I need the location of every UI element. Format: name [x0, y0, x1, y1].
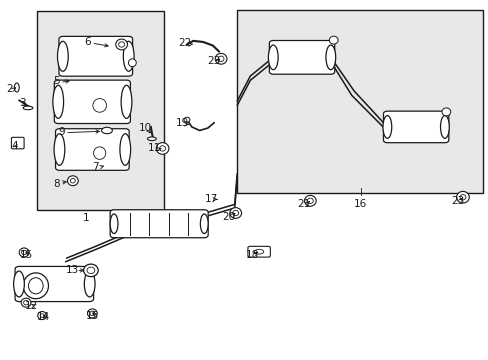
Text: 6: 6 [84, 37, 91, 47]
Ellipse shape [21, 250, 26, 255]
Ellipse shape [268, 45, 278, 70]
Ellipse shape [123, 41, 134, 71]
Ellipse shape [382, 116, 391, 138]
FancyBboxPatch shape [11, 137, 24, 149]
Ellipse shape [232, 210, 238, 216]
Ellipse shape [159, 146, 165, 151]
FancyBboxPatch shape [383, 111, 448, 143]
Text: 4: 4 [11, 141, 18, 151]
Ellipse shape [215, 53, 226, 64]
Ellipse shape [87, 309, 97, 318]
Ellipse shape [218, 56, 224, 62]
Ellipse shape [67, 176, 78, 186]
Ellipse shape [14, 83, 19, 92]
Text: 7: 7 [92, 162, 99, 172]
Ellipse shape [38, 311, 46, 320]
Ellipse shape [128, 59, 136, 67]
Bar [37, 12, 163, 211]
Ellipse shape [14, 271, 24, 297]
Ellipse shape [84, 271, 95, 297]
Ellipse shape [254, 249, 263, 254]
FancyBboxPatch shape [269, 41, 334, 74]
Ellipse shape [156, 143, 168, 154]
FancyBboxPatch shape [15, 266, 93, 302]
Text: 16: 16 [353, 199, 366, 210]
Ellipse shape [440, 116, 448, 138]
FancyBboxPatch shape [247, 246, 270, 257]
Ellipse shape [93, 99, 106, 112]
Ellipse shape [121, 85, 132, 118]
Text: 10: 10 [138, 123, 151, 133]
Text: 17: 17 [204, 194, 218, 204]
Ellipse shape [441, 108, 450, 116]
Ellipse shape [325, 45, 335, 70]
Text: 14: 14 [37, 312, 50, 322]
Text: 19: 19 [175, 118, 188, 128]
Text: 5: 5 [53, 76, 60, 86]
Text: 9: 9 [58, 127, 65, 136]
Ellipse shape [304, 195, 316, 206]
Ellipse shape [200, 214, 208, 234]
Text: 2: 2 [6, 84, 13, 94]
Ellipse shape [53, 85, 63, 118]
Text: 20: 20 [222, 212, 235, 221]
Ellipse shape [93, 147, 105, 159]
Ellipse shape [54, 134, 65, 165]
Text: 15: 15 [85, 311, 99, 320]
Text: 11: 11 [148, 143, 161, 153]
Ellipse shape [147, 137, 156, 140]
Ellipse shape [21, 298, 31, 307]
Text: 18: 18 [245, 249, 259, 260]
Ellipse shape [229, 208, 241, 219]
Text: 15: 15 [20, 249, 33, 260]
Ellipse shape [40, 314, 44, 318]
Text: 12: 12 [25, 301, 38, 311]
Ellipse shape [83, 264, 98, 276]
Ellipse shape [329, 36, 337, 44]
Text: 3: 3 [20, 98, 26, 108]
Ellipse shape [307, 198, 313, 203]
Text: 23: 23 [450, 196, 464, 206]
Ellipse shape [102, 127, 112, 134]
Ellipse shape [23, 106, 33, 110]
Ellipse shape [183, 117, 189, 122]
Ellipse shape [58, 41, 68, 71]
Ellipse shape [456, 192, 468, 203]
Text: 21: 21 [297, 199, 310, 210]
Ellipse shape [23, 273, 48, 299]
Text: 13: 13 [66, 265, 80, 275]
Ellipse shape [28, 278, 43, 294]
Text: 23: 23 [207, 56, 221, 66]
Text: 1: 1 [82, 213, 89, 222]
Ellipse shape [70, 179, 75, 183]
Bar [237, 10, 483, 193]
FancyBboxPatch shape [59, 36, 132, 76]
Text: 22: 22 [178, 38, 191, 48]
Ellipse shape [119, 42, 124, 47]
Ellipse shape [23, 300, 28, 305]
Ellipse shape [116, 39, 127, 50]
Ellipse shape [110, 214, 118, 234]
Ellipse shape [87, 267, 95, 274]
Text: 8: 8 [53, 179, 60, 189]
Ellipse shape [90, 311, 95, 316]
FancyBboxPatch shape [56, 129, 129, 170]
Ellipse shape [19, 248, 29, 257]
FancyBboxPatch shape [110, 210, 208, 238]
FancyBboxPatch shape [54, 80, 130, 123]
Ellipse shape [120, 134, 130, 165]
Ellipse shape [459, 194, 465, 200]
